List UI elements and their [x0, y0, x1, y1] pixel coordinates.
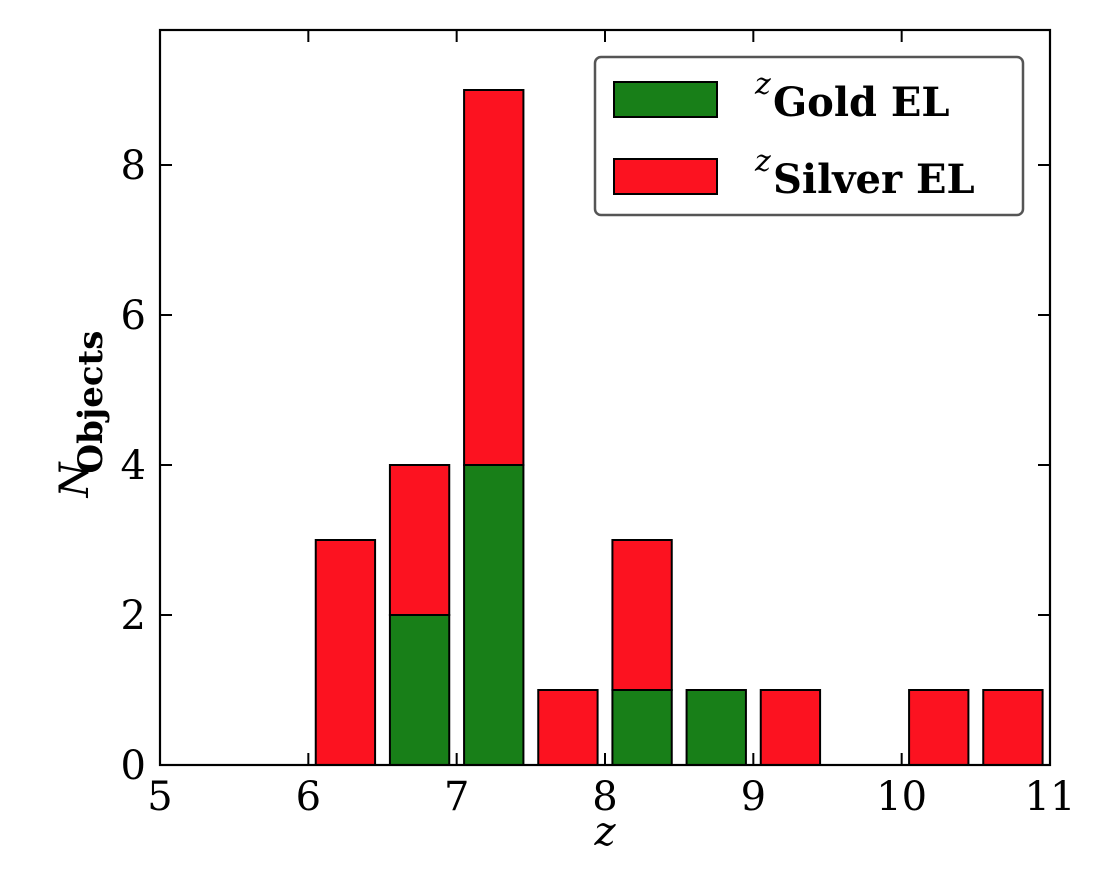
x-tick-label-8: 8 [592, 774, 617, 820]
y-axis-label-subscript: Objects [71, 331, 111, 474]
bar-silver-bin-4 [463, 89, 525, 466]
legend-label-gold-el: Gold EL [773, 79, 950, 126]
y-tick-label-4: 4 [121, 443, 146, 489]
bar-gold-bin-4 [463, 464, 525, 766]
bar-silver-bin-2 [314, 539, 377, 766]
x-tick-label-10: 10 [876, 774, 927, 820]
y-tick-label-8: 8 [121, 143, 146, 189]
x-tick-label-9: 9 [741, 774, 766, 820]
bar-silver-bin-6 [611, 539, 673, 691]
legend-superscript-gold-el: z [754, 67, 771, 102]
x-tick-label-7: 7 [444, 774, 469, 820]
legend: z Gold ELz Silver EL [593, 55, 1025, 217]
legend-label-silver-el: Silver EL [773, 156, 975, 203]
legend-swatch-gold-el [613, 81, 718, 118]
x-axis-label: z [593, 809, 616, 855]
ticks-layer: 5 6 7 8 9 10 11 0 2 4 6 8 [121, 30, 1076, 820]
legend-superscript-silver-el: z [754, 144, 771, 179]
bar-gold-bin-3 [388, 614, 451, 766]
bars-layer [314, 89, 1044, 766]
bar-silver-bin-3 [388, 464, 451, 616]
x-tick-label-6: 6 [296, 774, 321, 820]
legend-entries: z Gold ELz Silver EL [613, 67, 975, 203]
y-tick-label-0: 0 [121, 743, 146, 789]
y-axis-label: N Objects [52, 331, 111, 499]
bar-silver-bin-5 [537, 689, 599, 766]
bar-gold-bin-7 [685, 689, 747, 766]
y-tick-label-6: 6 [121, 293, 146, 339]
y-tick-label-2: 2 [121, 593, 146, 639]
bar-gold-bin-6 [611, 689, 673, 766]
bar-silver-bin-8 [759, 689, 822, 766]
bar-silver-bin-11 [982, 689, 1044, 766]
bar-silver-bin-10 [908, 689, 970, 766]
x-tick-label-5: 5 [147, 774, 172, 820]
y-axis-label-symbol: N [52, 461, 98, 499]
x-tick-label-11: 11 [1025, 774, 1076, 820]
legend-swatch-silver-el [613, 158, 718, 195]
plot-frame [158, 28, 1052, 767]
